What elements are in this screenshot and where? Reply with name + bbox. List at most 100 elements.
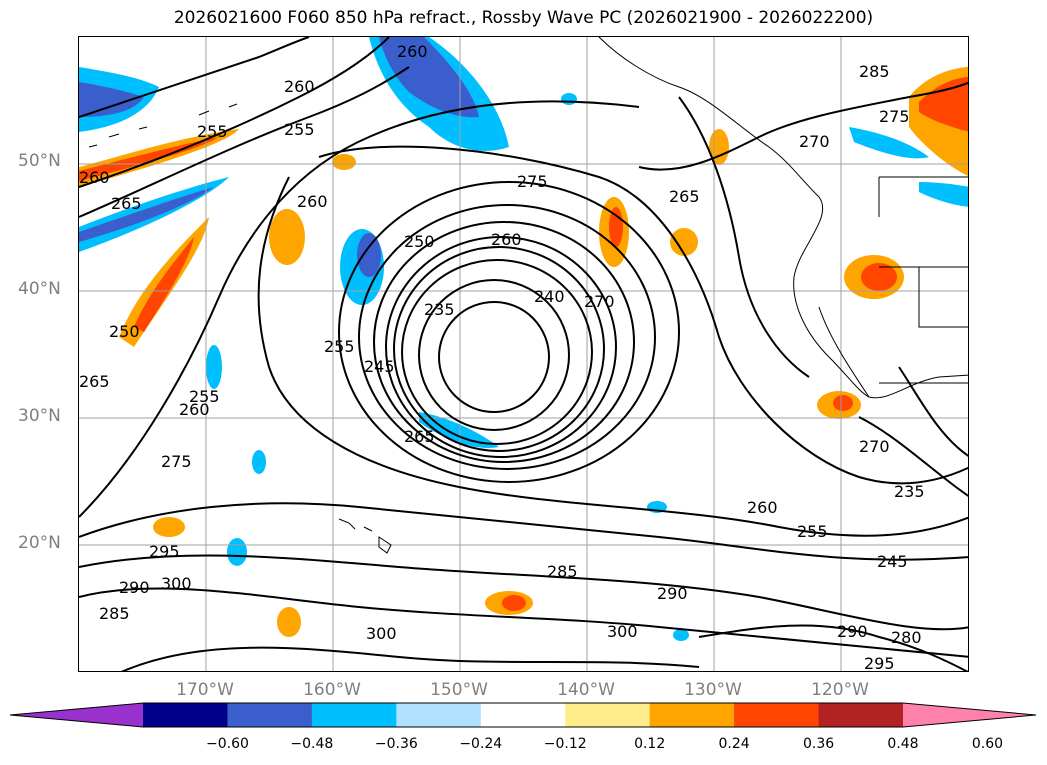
colorbar-segment bbox=[227, 703, 313, 727]
lon-label-120w: 120°W bbox=[811, 680, 869, 700]
colorbar-segment bbox=[311, 703, 397, 727]
colorbar-tick-label: −0.12 bbox=[543, 736, 587, 752]
contour-line bbox=[338, 181, 680, 483]
shade-negative-blob-core bbox=[357, 233, 381, 277]
shade-negative-ne2 bbox=[919, 182, 968, 207]
contour-label: 265 bbox=[669, 187, 700, 206]
shade-negative-streak bbox=[419, 412, 499, 448]
contour-line bbox=[898, 366, 968, 457]
contour-label: 255 bbox=[189, 387, 220, 406]
colorbar-segment bbox=[396, 703, 482, 727]
shade-negative-nw-core bbox=[79, 82, 144, 117]
contour-label: 265 bbox=[404, 427, 435, 446]
contour-label: 265 bbox=[79, 372, 110, 391]
contour-line bbox=[393, 246, 605, 452]
shade-negative-blob bbox=[206, 345, 222, 389]
contour-line bbox=[438, 301, 550, 413]
contour-label: 235 bbox=[424, 300, 455, 319]
shade-negative-north-core bbox=[379, 37, 479, 118]
contour-label: 290 bbox=[837, 622, 868, 641]
contour-line bbox=[373, 221, 635, 463]
contour-line bbox=[79, 37, 310, 118]
contour-label: 270 bbox=[584, 292, 615, 311]
contour-line bbox=[79, 502, 968, 561]
contour-line bbox=[79, 100, 640, 518]
shade-positive-ne-core bbox=[919, 77, 968, 132]
map-panel: 260 260 255 255 260 265 260 275 265 270 … bbox=[78, 36, 969, 672]
shade-negative-blob bbox=[561, 93, 577, 105]
shade-positive-blob-core bbox=[502, 595, 526, 611]
colorbar-segment bbox=[649, 703, 735, 727]
colorbar-extend-low bbox=[10, 703, 143, 727]
lat-label-40n: 40°N bbox=[18, 279, 61, 299]
contour-label: 295 bbox=[149, 542, 180, 561]
contour-label: 240 bbox=[534, 287, 565, 306]
contour-line bbox=[678, 96, 810, 378]
lat-label-50n: 50°N bbox=[18, 151, 61, 171]
contour-label: 260 bbox=[491, 230, 522, 249]
contour-label: 265 bbox=[111, 194, 142, 213]
contour-line bbox=[858, 416, 968, 497]
positive-shading bbox=[79, 67, 968, 637]
lon-label-150w: 150°W bbox=[430, 680, 488, 700]
colorbar-segment bbox=[818, 703, 904, 727]
coastline-north-america bbox=[598, 37, 968, 399]
colorbar-tick-label: 0.48 bbox=[887, 736, 919, 752]
shade-positive-blob bbox=[269, 209, 305, 265]
shade-negative-blob bbox=[227, 538, 247, 566]
colorbar-segment bbox=[734, 703, 820, 727]
lon-label-160w: 160°W bbox=[303, 680, 361, 700]
contour-line bbox=[358, 204, 656, 470]
refractivity-contours bbox=[79, 37, 968, 671]
contour-label: 275 bbox=[879, 107, 910, 126]
contour-label: 290 bbox=[657, 584, 688, 603]
colorbar-tick-label: 0.60 bbox=[971, 736, 1004, 752]
contour-label: 260 bbox=[747, 498, 778, 517]
coastline-hawaii bbox=[338, 518, 392, 554]
contour-label: 285 bbox=[547, 562, 578, 581]
contour-line bbox=[257, 176, 968, 537]
contour-line bbox=[79, 66, 410, 218]
contour-label: 255 bbox=[324, 337, 355, 356]
coastline-aleutians bbox=[88, 103, 238, 148]
contour-line bbox=[401, 259, 593, 445]
contour-label: 275 bbox=[517, 172, 548, 191]
contour-line bbox=[385, 236, 617, 458]
contour-label: 250 bbox=[109, 322, 140, 341]
lat-label-20n: 20°N bbox=[18, 533, 61, 553]
colorbar-segments bbox=[10, 703, 1036, 727]
contour-line bbox=[79, 587, 968, 658]
contour-label: 260 bbox=[79, 168, 110, 187]
contour-line bbox=[418, 279, 570, 431]
contour-label: 270 bbox=[799, 132, 830, 151]
contour-label: 285 bbox=[99, 604, 130, 623]
colorbar-tick-label: 0.12 bbox=[634, 736, 666, 752]
contour-label: 245 bbox=[364, 357, 395, 376]
contour-label: 255 bbox=[284, 120, 315, 139]
contour-label: 300 bbox=[161, 574, 192, 593]
shade-negative-blob bbox=[252, 450, 266, 474]
colorbar-segment bbox=[480, 703, 566, 727]
colorbar-segment bbox=[143, 703, 228, 727]
colorbar-tick-label: −0.24 bbox=[459, 736, 503, 752]
shade-negative-blob bbox=[673, 629, 689, 641]
shade-positive-blob bbox=[277, 607, 301, 637]
colorbar-tick-label: −0.48 bbox=[290, 736, 334, 752]
lat-label-30n: 30°N bbox=[18, 406, 61, 426]
shade-positive-blob bbox=[332, 154, 356, 170]
map-svg: 260 260 255 255 260 265 260 275 265 270 … bbox=[79, 37, 968, 671]
lon-label-140w: 140°W bbox=[557, 680, 615, 700]
contour-line bbox=[121, 646, 700, 671]
contour-label: 270 bbox=[859, 437, 890, 456]
contour-line bbox=[79, 554, 968, 631]
colorbar-extend-high bbox=[903, 703, 1036, 727]
grid-lines bbox=[79, 37, 968, 671]
lon-label-130w: 130°W bbox=[684, 680, 742, 700]
chart-title: 2026021600 F060 850 hPa refract., Rossby… bbox=[173, 8, 874, 28]
contour-label: 260 bbox=[284, 77, 315, 96]
colorbar-tick-label: 0.24 bbox=[718, 736, 750, 752]
contour-line bbox=[698, 624, 968, 671]
contour-label: 250 bbox=[404, 232, 435, 251]
contour-line bbox=[79, 37, 390, 188]
coastline-baja bbox=[818, 306, 870, 398]
